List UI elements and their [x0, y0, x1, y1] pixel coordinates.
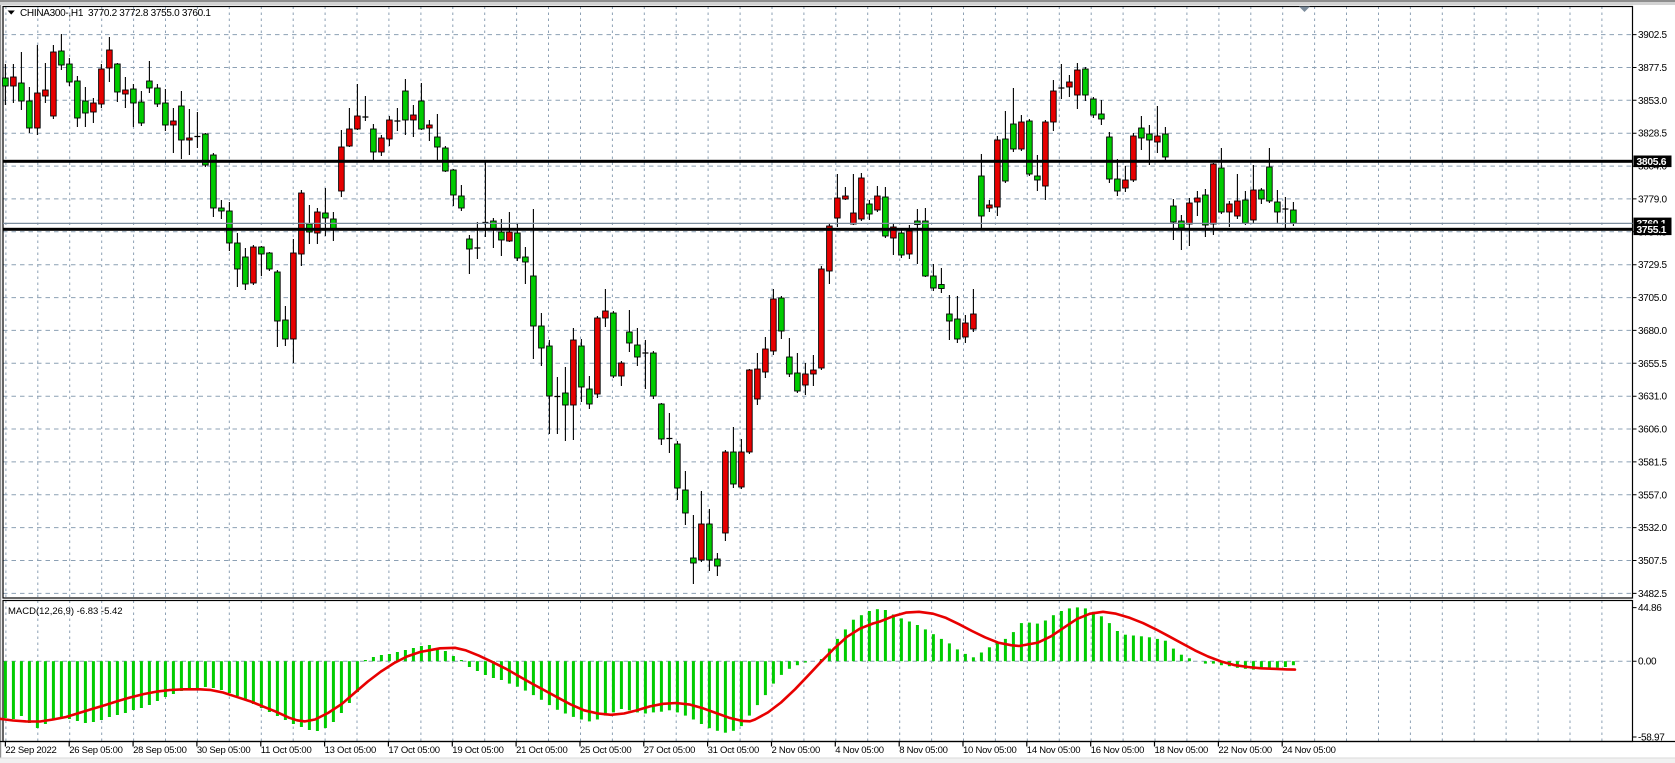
svg-text:17 Oct 05:00: 17 Oct 05:00: [388, 745, 439, 756]
svg-text:28 Sep 05:00: 28 Sep 05:00: [133, 745, 187, 756]
svg-text:10 Nov 05:00: 10 Nov 05:00: [963, 745, 1017, 756]
svg-text:0.00: 0.00: [1638, 657, 1657, 668]
svg-text:22 Nov 05:00: 22 Nov 05:00: [1218, 745, 1272, 756]
svg-text:3779.0: 3779.0: [1638, 194, 1668, 205]
svg-text:16 Nov 05:00: 16 Nov 05:00: [1091, 745, 1145, 756]
svg-text:19 Oct 05:00: 19 Oct 05:00: [452, 745, 503, 756]
svg-text:3853.0: 3853.0: [1638, 96, 1668, 107]
svg-text:3606.0: 3606.0: [1638, 425, 1668, 436]
svg-text:3631.0: 3631.0: [1638, 392, 1668, 403]
svg-text:3828.5: 3828.5: [1638, 129, 1668, 140]
svg-text:14 Nov 05:00: 14 Nov 05:00: [1027, 745, 1081, 756]
svg-text:3805.6: 3805.6: [1637, 157, 1667, 168]
svg-text:3655.5: 3655.5: [1638, 359, 1668, 370]
svg-text:44.86: 44.86: [1638, 603, 1662, 614]
svg-text:8 Nov 05:00: 8 Nov 05:00: [899, 745, 947, 756]
svg-text:3680.0: 3680.0: [1638, 326, 1668, 337]
svg-text:3557.0: 3557.0: [1638, 490, 1668, 501]
svg-text:31 Oct 05:00: 31 Oct 05:00: [708, 745, 759, 756]
svg-text:3532.0: 3532.0: [1638, 523, 1668, 534]
svg-text:3507.5: 3507.5: [1638, 556, 1668, 567]
svg-text:26 Sep 05:00: 26 Sep 05:00: [69, 745, 123, 756]
svg-text:3877.5: 3877.5: [1638, 63, 1668, 74]
svg-text:30 Sep 05:00: 30 Sep 05:00: [197, 745, 251, 756]
svg-text:3705.0: 3705.0: [1638, 293, 1668, 304]
svg-text:3482.5: 3482.5: [1638, 589, 1668, 600]
svg-text:22 Sep 2022: 22 Sep 2022: [5, 745, 56, 756]
svg-text:3902.5: 3902.5: [1638, 30, 1668, 41]
svg-text:25 Oct 05:00: 25 Oct 05:00: [580, 745, 631, 756]
svg-text:3581.5: 3581.5: [1638, 457, 1668, 468]
svg-text:24 Nov 05:00: 24 Nov 05:00: [1282, 745, 1336, 756]
svg-text:-58.97: -58.97: [1638, 733, 1665, 744]
svg-text:27 Oct 05:00: 27 Oct 05:00: [644, 745, 695, 756]
svg-text:3755.1: 3755.1: [1637, 225, 1667, 236]
svg-text:3729.5: 3729.5: [1638, 260, 1668, 271]
svg-text:21 Oct 05:00: 21 Oct 05:00: [516, 745, 567, 756]
svg-text:4 Nov 05:00: 4 Nov 05:00: [835, 745, 883, 756]
svg-text:11 Oct 05:00: 11 Oct 05:00: [261, 745, 312, 756]
svg-text:18 Nov 05:00: 18 Nov 05:00: [1155, 745, 1209, 756]
svg-text:CHINA300-,H1 3770.2 3772.8 37: CHINA300-,H1 3770.2 3772.8 3755.0 3760.1: [20, 8, 211, 19]
svg-text:2 Nov 05:00: 2 Nov 05:00: [772, 745, 820, 756]
svg-text:13 Oct 05:00: 13 Oct 05:00: [325, 745, 376, 756]
svg-text:MACD(12,26,9) -6.83 -5.42: MACD(12,26,9) -6.83 -5.42: [8, 606, 123, 617]
